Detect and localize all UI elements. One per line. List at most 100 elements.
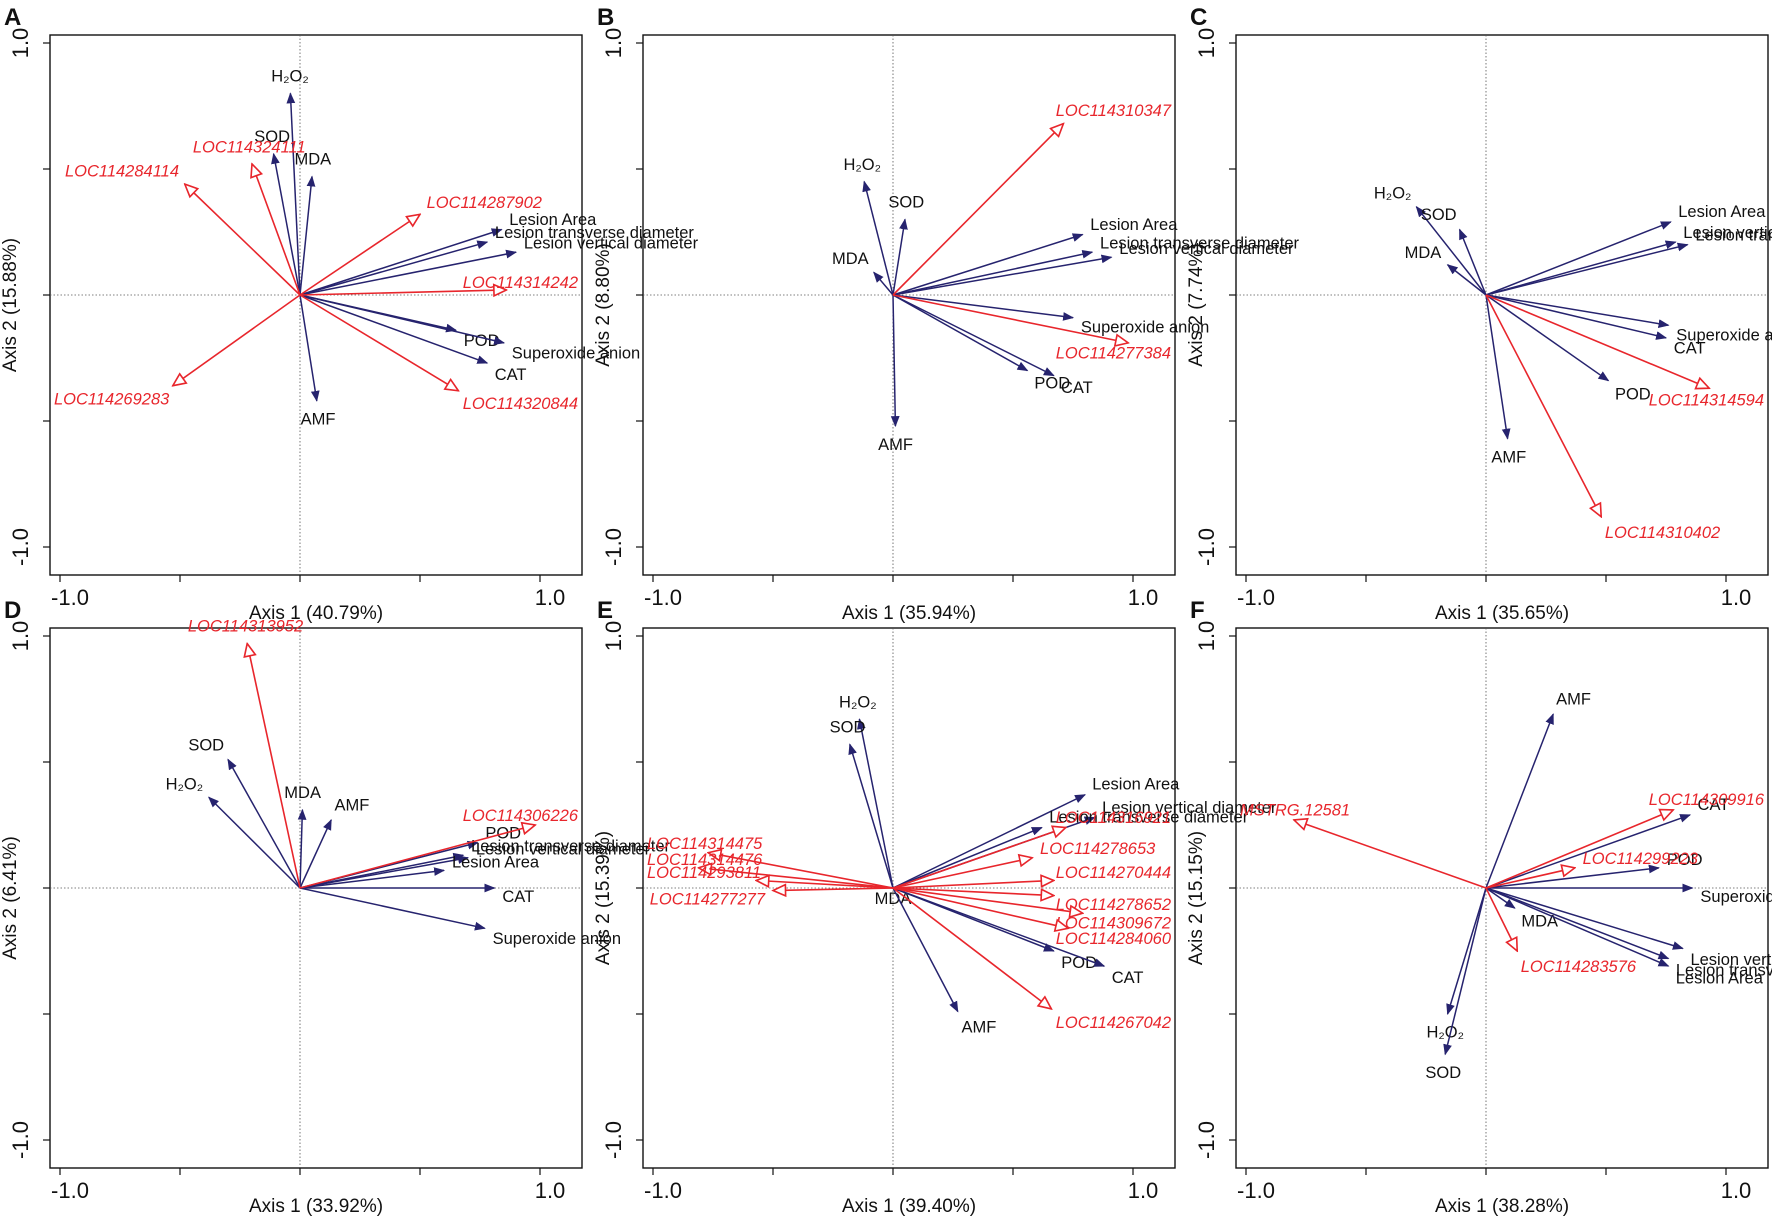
variable-h2o2: H₂O₂: [1374, 185, 1487, 296]
gene-arrow: [892, 887, 1068, 928]
gene-arrow: [299, 825, 535, 889]
variable-label: Lesion vertical diameter: [1683, 224, 1772, 242]
variable-lesion-transverse-diameter: Lesion transverse diameter: [1485, 887, 1772, 979]
gene-label: LOC114316921: [1056, 809, 1171, 827]
variable-label: POD: [464, 332, 500, 350]
variable-label: CAT: [1061, 379, 1093, 397]
gene-loc114320844: LOC114320844: [299, 294, 578, 413]
x-tick-label: 1.0: [1128, 585, 1159, 610]
plot-frame: [49, 34, 583, 576]
gene-arrow: [892, 828, 1066, 889]
gene-label: LOC114314594: [1649, 391, 1764, 409]
x-tick-label: -1.0: [1237, 1178, 1275, 1203]
variable-arrow: [1446, 887, 1487, 1016]
gene-loc114314594: LOC114314594: [1485, 294, 1764, 409]
variable-label: Lesion transverse diameter: [1676, 961, 1772, 979]
variable-arrow: [1485, 887, 1684, 950]
variable-label: POD: [1034, 375, 1070, 393]
gene-label: LOC114293811: [647, 864, 761, 882]
variable-arrow: [299, 294, 489, 364]
variable-arrow: [297, 808, 307, 889]
gene-label: LOC114287902: [427, 194, 542, 212]
x-axis-title: Axis 1 (35.65%): [1435, 603, 1569, 624]
panel-letter: E: [597, 597, 613, 624]
variable-lesion-area: Lesion Area: [299, 853, 540, 889]
variable-label: Lesion transverse diameter: [1695, 227, 1772, 245]
y-tick-label: 1.0: [8, 621, 33, 652]
gene-arrow: [247, 644, 301, 889]
gene-loc114299223: LOC114299223: [1485, 850, 1699, 889]
gene-loc114287902: LOC114287902: [299, 194, 542, 296]
variable-label: Lesion transverse diameter: [471, 838, 671, 856]
y-tick-label: -1.0: [8, 528, 33, 566]
variable-arrow: [1485, 887, 1670, 960]
gene-arrow: [299, 294, 458, 391]
variable-label: Lesion Area: [1676, 969, 1764, 987]
variable-arrow: [1415, 205, 1487, 296]
variable-arrow: [1485, 242, 1689, 296]
variable-label: Lesion vertical diameter: [1102, 799, 1277, 817]
gene-arrow: [185, 184, 301, 296]
variable-sod: SOD: [830, 719, 894, 889]
variable-amf: AMF: [892, 887, 996, 1037]
gene-loc114284060: LOC114284060: [892, 887, 1172, 948]
variable-lesion-vertical-diameter: Lesion vertical diameter: [1485, 887, 1772, 969]
gene-label: LOC114283576: [1521, 958, 1637, 976]
variable-arrow: [299, 294, 320, 402]
variable-label: MDA: [1521, 913, 1558, 931]
variable-cat: CAT: [300, 883, 534, 906]
gene-loc114269283: LOC114269283: [54, 294, 301, 408]
gene-label: LOC114314475: [647, 835, 763, 853]
variable-label: Lesion Area: [509, 211, 597, 229]
variable-h2o2: H₂O₂: [843, 156, 894, 296]
gene-arrow: [756, 880, 894, 889]
variable-label: AMF: [301, 411, 336, 429]
gene-arrow: [1485, 294, 1709, 388]
variable-label: MDA: [284, 784, 321, 802]
gene-label: LOC114314476: [647, 851, 763, 869]
variable-arrow: [892, 826, 1043, 889]
gene-arrow: [1485, 868, 1575, 889]
variable-pod: POD: [299, 294, 500, 350]
variable-arrow: [299, 294, 506, 345]
variable-label: POD: [1061, 954, 1097, 972]
gene-label: LOC114310347: [1056, 102, 1172, 120]
variable-label: MDA: [294, 151, 331, 169]
variable-arrow: [286, 92, 301, 296]
variable-amf: AMF: [878, 294, 913, 454]
gene-arrow: [1485, 887, 1517, 951]
gene-loc114277384: LOC114277384: [892, 294, 1171, 362]
gene-loc114306226: LOC114306226: [299, 807, 579, 889]
variable-arrow: [208, 796, 301, 889]
variable-mda: MDA: [1485, 887, 1558, 931]
variable-h2o2: H₂O₂: [166, 776, 301, 889]
y-axis-title: Axis 2 (8.80%): [593, 243, 614, 367]
y-axis-title: Axis 2 (7.74%): [1186, 243, 1207, 367]
variable-label: Lesion transverse diameter: [495, 224, 695, 242]
variable-arrow: [892, 294, 1075, 321]
variable-arrow: [299, 887, 486, 931]
gene-arrow: [1294, 820, 1487, 889]
variable-arrow: [892, 294, 1055, 377]
gene-arrow: [892, 887, 1054, 896]
variable-sod: SOD: [1425, 887, 1487, 1082]
variable-label: CAT: [1698, 796, 1730, 814]
x-tick-label: 1.0: [1721, 1178, 1752, 1203]
gene-loc114293811: LOC114293811: [647, 864, 894, 889]
variable-label: AMF: [878, 436, 913, 454]
variable-amf: AMF: [1485, 294, 1526, 467]
panel-d: D -1.0 1.0 1.0 -1.0 Axis 1 (33.92%) Axis 2 (6.…: [0, 597, 671, 1216]
variable-arrow: [271, 152, 301, 296]
gene-label: LOC114306226: [463, 807, 579, 825]
panel-e: E -1.0 1.0 1.0 -1.0 Axis 1 (39.40%) Axis 2 (15…: [593, 597, 1277, 1216]
variable-arrow: [299, 249, 518, 296]
variable-arrow: [892, 294, 1029, 372]
gene-mstrg-12581: MSTRG.12581: [1240, 801, 1487, 889]
variable-label: Superoxide anion: [512, 345, 640, 363]
y-tick-label: 1.0: [601, 28, 626, 59]
panel-a: A -1.0 1.0 1.0 -1.0 Axis 1 (40.79%) Axis 2 (15…: [0, 4, 699, 624]
y-tick-label: -1.0: [601, 1121, 626, 1159]
variable-arrow: [227, 758, 301, 889]
variable-cat: CAT: [892, 294, 1093, 397]
variable-arrow: [1485, 240, 1677, 296]
